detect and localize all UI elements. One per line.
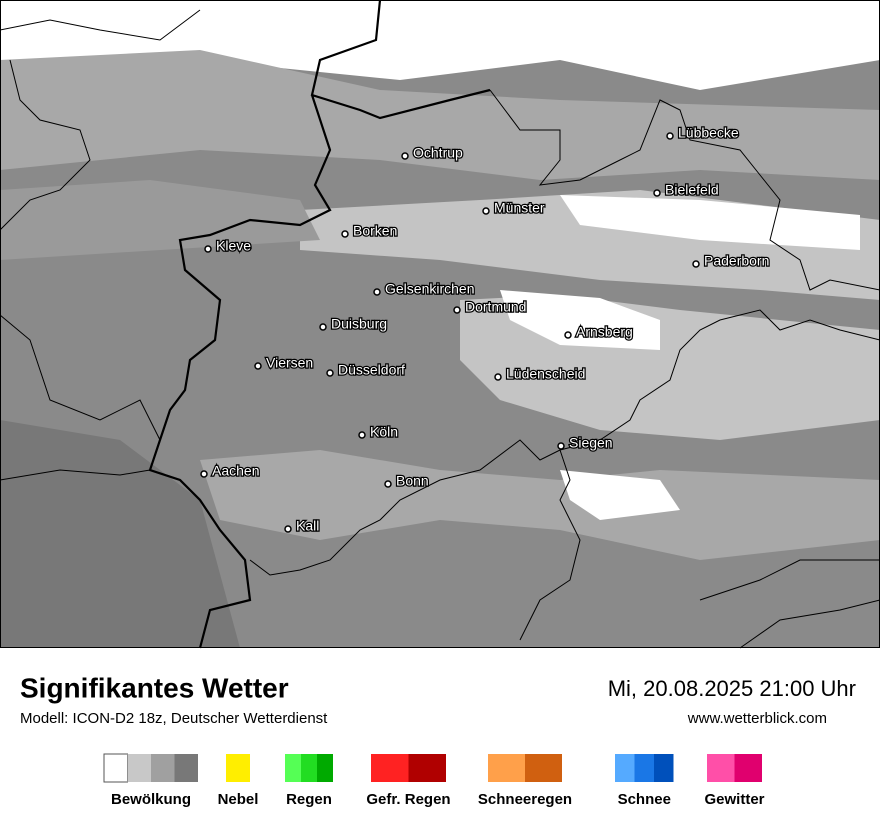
legend-swatch [371, 754, 409, 782]
city-dot [319, 323, 327, 331]
city-dot [666, 132, 674, 140]
legend-swatch [301, 754, 317, 782]
city-label: Köln [370, 424, 398, 440]
city-dot [692, 260, 700, 268]
legend-label: Gewitter [704, 791, 764, 808]
datetime: Mi, 20.08.2025 21:00 Uhr [608, 676, 856, 701]
cloud-medium [0, 180, 320, 260]
city-dot [326, 369, 334, 377]
city-label: Viersen [266, 355, 313, 371]
city-dot [200, 470, 208, 478]
cloud-clear [0, 0, 880, 90]
legend-swatch [525, 754, 562, 782]
city-dot [358, 431, 366, 439]
legend-swatch [317, 754, 333, 782]
city-dot [204, 245, 212, 253]
city-dot [341, 230, 349, 238]
city-label: Borken [353, 223, 397, 239]
city-label: Ochtrup [413, 145, 463, 161]
legend-swatch [707, 754, 735, 782]
region-border [0, 9, 880, 649]
city-label: Bonn [396, 473, 429, 489]
city-dot [373, 288, 381, 296]
legend-swatch [285, 754, 301, 782]
legend-label: Gefr. Regen [366, 791, 450, 808]
legend-swatch [615, 754, 635, 782]
legend-label: Regen [286, 791, 332, 808]
model-info: Modell: ICON-D2 18z, Deutscher Wetterdie… [20, 710, 328, 727]
legend-swatch [634, 754, 654, 782]
legend-swatch [127, 754, 151, 782]
city-dot [653, 189, 661, 197]
city-label: Lüdenscheid [506, 366, 585, 382]
cloud-clear [560, 195, 860, 250]
legend-swatch [488, 754, 525, 782]
city-dot [254, 362, 262, 370]
city-dot [564, 331, 572, 339]
city-label: Bielefeld [665, 182, 719, 198]
cloud-clear [560, 470, 680, 520]
city-label: Paderborn [704, 253, 769, 269]
map: Lübbecke Ochtrup Bielefeld Münster Borken Kle… [0, 0, 880, 649]
city-dot [494, 373, 502, 381]
city-label: Düsseldorf [338, 362, 405, 378]
legend: Bewölkung Nebel Regen Gefr. Regen Schneerege… [103, 753, 765, 808]
url: www.wetterblick.com [687, 710, 827, 727]
cloud-medium [200, 450, 880, 560]
title: Signifikantes Wetter [20, 672, 289, 703]
legend-label: Schnee [618, 791, 671, 808]
city-label: Siegen [569, 435, 613, 451]
city-label: Gelsenkirchen [385, 281, 475, 297]
legend-swatch [151, 754, 175, 782]
city-label: Kleve [216, 238, 251, 254]
cloud-clear [500, 290, 660, 350]
city-label: Lübbecke [678, 125, 739, 141]
city-label: Dortmund [465, 299, 526, 315]
city-labels: Lübbecke Ochtrup Bielefeld Münster Borken Kle… [200, 123, 771, 535]
city-dot [557, 442, 565, 450]
city-dot [453, 306, 461, 314]
legend-swatch [654, 754, 674, 782]
legend-label: Nebel [218, 791, 259, 808]
city-label: Münster [494, 200, 545, 216]
legend-swatch [408, 754, 446, 782]
legend-swatch [226, 754, 250, 782]
city-label: Kall [296, 518, 319, 534]
legend-label: Bewölkung [111, 791, 191, 808]
cloud-medium [0, 50, 880, 180]
legend-label: Schneeregen [478, 791, 572, 808]
cloud-dark [0, 420, 240, 648]
city-dot [384, 480, 392, 488]
legend-swatch [103, 753, 128, 783]
city-dot [284, 525, 292, 533]
legend-swatch [174, 754, 198, 782]
city-label: Aachen [212, 463, 259, 479]
city-label: Arnsberg [576, 324, 633, 340]
national-border [148, 0, 491, 649]
city-dot [401, 152, 409, 160]
city-dot [482, 207, 490, 215]
legend-swatch [734, 754, 762, 782]
city-label: Duisburg [331, 316, 387, 332]
